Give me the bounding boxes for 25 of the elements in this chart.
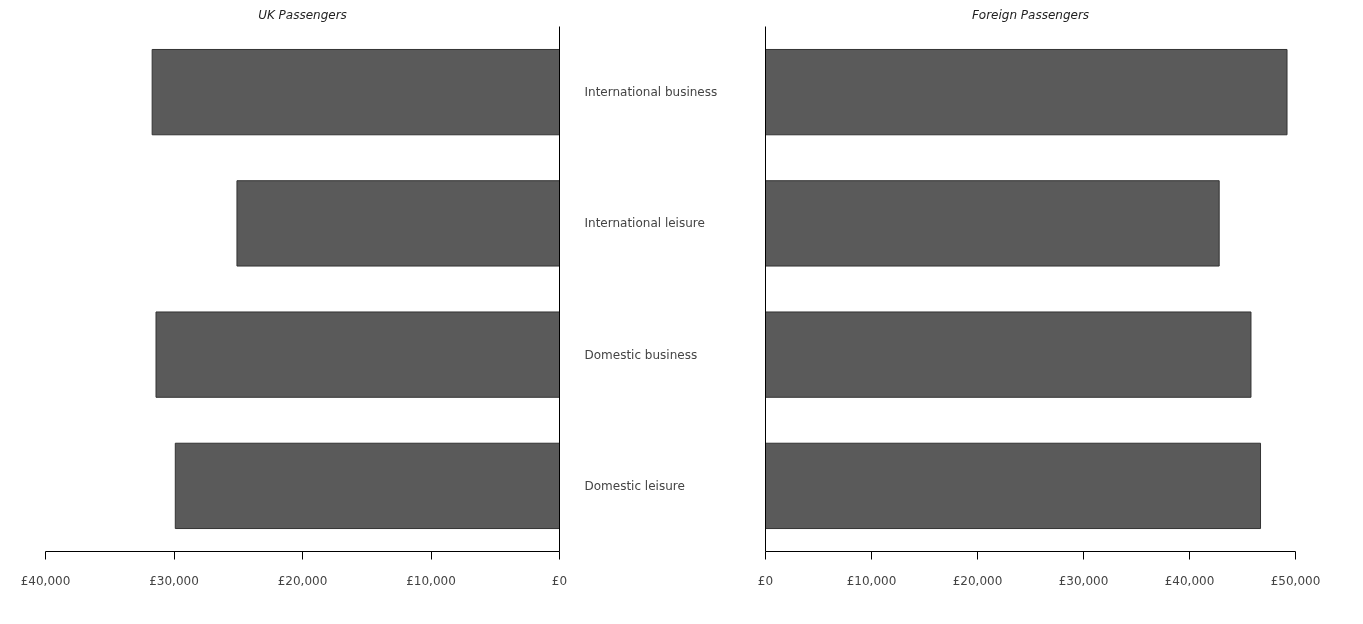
y-tick-label: Domestic business bbox=[584, 347, 698, 362]
bar bbox=[765, 48, 1288, 136]
bar bbox=[765, 180, 1220, 267]
y-tick-label: Domestic leisure bbox=[584, 478, 685, 493]
bar bbox=[765, 442, 1262, 530]
y-tick-label: International leisure bbox=[584, 216, 705, 231]
chart-title: UK Passengers bbox=[258, 7, 347, 22]
x-tick-label: £10,000 bbox=[406, 573, 456, 588]
bar bbox=[155, 311, 560, 398]
bar bbox=[236, 180, 560, 267]
chart-title: Foreign Passengers bbox=[971, 7, 1090, 22]
x-tick-label: £10,000 bbox=[846, 573, 897, 588]
x-tick-label: £20,000 bbox=[277, 573, 328, 588]
bar bbox=[174, 442, 560, 530]
x-tick-label: £40,000 bbox=[20, 573, 71, 588]
x-tick-label: £30,000 bbox=[149, 573, 199, 588]
y-tick-label: International business bbox=[584, 85, 718, 100]
bar bbox=[765, 311, 1252, 398]
x-tick-label: £20,000 bbox=[952, 573, 1003, 588]
x-tick-label: £0 bbox=[757, 573, 774, 588]
bar bbox=[151, 48, 560, 136]
x-tick-label: £40,000 bbox=[1164, 573, 1215, 588]
x-tick-label: £0 bbox=[551, 573, 568, 588]
x-tick-label: £30,000 bbox=[1058, 573, 1109, 588]
x-tick-label: £50,000 bbox=[1270, 573, 1321, 588]
